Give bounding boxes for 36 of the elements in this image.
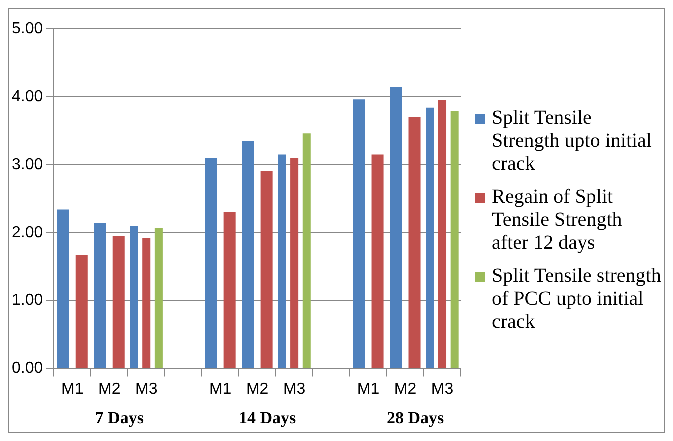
y-tick-label: 1.00 xyxy=(12,292,44,310)
bar xyxy=(372,154,384,368)
y-tick-label: 5.00 xyxy=(12,20,44,38)
bar xyxy=(242,141,254,368)
x-tick-label: M2 xyxy=(246,380,269,398)
bar xyxy=(450,111,459,368)
bar xyxy=(260,171,273,368)
x-tick-label: M3 xyxy=(431,380,454,398)
y-tick-label: 4.00 xyxy=(12,88,44,106)
x-tick-label: M1 xyxy=(357,380,380,398)
legend-label: Split Tensile Strength upto initial crack xyxy=(492,107,653,176)
bar xyxy=(408,117,421,368)
bar xyxy=(302,134,311,368)
bar xyxy=(154,228,163,368)
bar xyxy=(205,158,218,368)
legend-label: Regain of Split Tensile Strength after 12 days xyxy=(492,186,624,255)
bar xyxy=(224,212,236,368)
x-tick-label: M2 xyxy=(394,380,417,398)
x-tick-label: M3 xyxy=(135,380,158,398)
text: 7 Days xyxy=(95,408,144,428)
text: 28 Days xyxy=(386,408,444,428)
bar xyxy=(390,87,402,368)
text: 14 Days xyxy=(238,408,297,428)
bar xyxy=(57,210,70,368)
bar xyxy=(112,236,125,368)
bar xyxy=(353,100,366,368)
legend-label: Split Tensile strength of PCC upto initial crack xyxy=(492,265,662,334)
bar xyxy=(76,255,88,368)
x-tick-label: M2 xyxy=(98,380,121,398)
x-tick-label: M1 xyxy=(62,380,84,398)
x-tick-label: M1 xyxy=(209,380,232,398)
y-tick-label: 2.00 xyxy=(12,224,44,242)
x-tick-label: M3 xyxy=(283,380,306,398)
y-tick-label: 3.00 xyxy=(12,156,44,174)
y-tick-label: 0.00 xyxy=(12,360,44,378)
bar xyxy=(94,223,106,368)
